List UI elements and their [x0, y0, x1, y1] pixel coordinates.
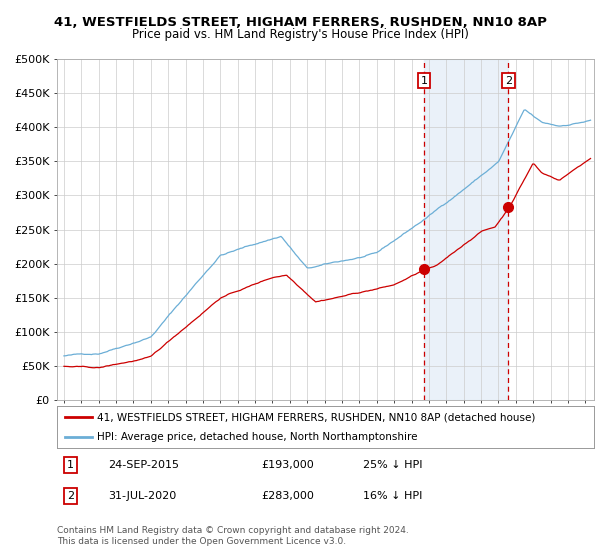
- Text: 2: 2: [67, 491, 74, 501]
- Text: Price paid vs. HM Land Registry's House Price Index (HPI): Price paid vs. HM Land Registry's House …: [131, 28, 469, 41]
- Text: 31-JUL-2020: 31-JUL-2020: [108, 491, 176, 501]
- Text: 1: 1: [421, 76, 428, 86]
- Text: HPI: Average price, detached house, North Northamptonshire: HPI: Average price, detached house, Nort…: [97, 432, 418, 442]
- Text: 2: 2: [505, 76, 512, 86]
- Text: 41, WESTFIELDS STREET, HIGHAM FERRERS, RUSHDEN, NN10 8AP: 41, WESTFIELDS STREET, HIGHAM FERRERS, R…: [53, 16, 547, 29]
- Bar: [424, 59, 508, 400]
- Text: £283,000: £283,000: [261, 491, 314, 501]
- Text: 41, WESTFIELDS STREET, HIGHAM FERRERS, RUSHDEN, NN10 8AP (detached house): 41, WESTFIELDS STREET, HIGHAM FERRERS, R…: [97, 412, 536, 422]
- Text: 24-SEP-2015: 24-SEP-2015: [108, 460, 179, 470]
- Text: Contains HM Land Registry data © Crown copyright and database right 2024.
This d: Contains HM Land Registry data © Crown c…: [57, 526, 409, 546]
- Text: £193,000: £193,000: [261, 460, 314, 470]
- Text: 1: 1: [67, 460, 74, 470]
- Text: 25% ↓ HPI: 25% ↓ HPI: [363, 460, 422, 470]
- Text: 16% ↓ HPI: 16% ↓ HPI: [363, 491, 422, 501]
